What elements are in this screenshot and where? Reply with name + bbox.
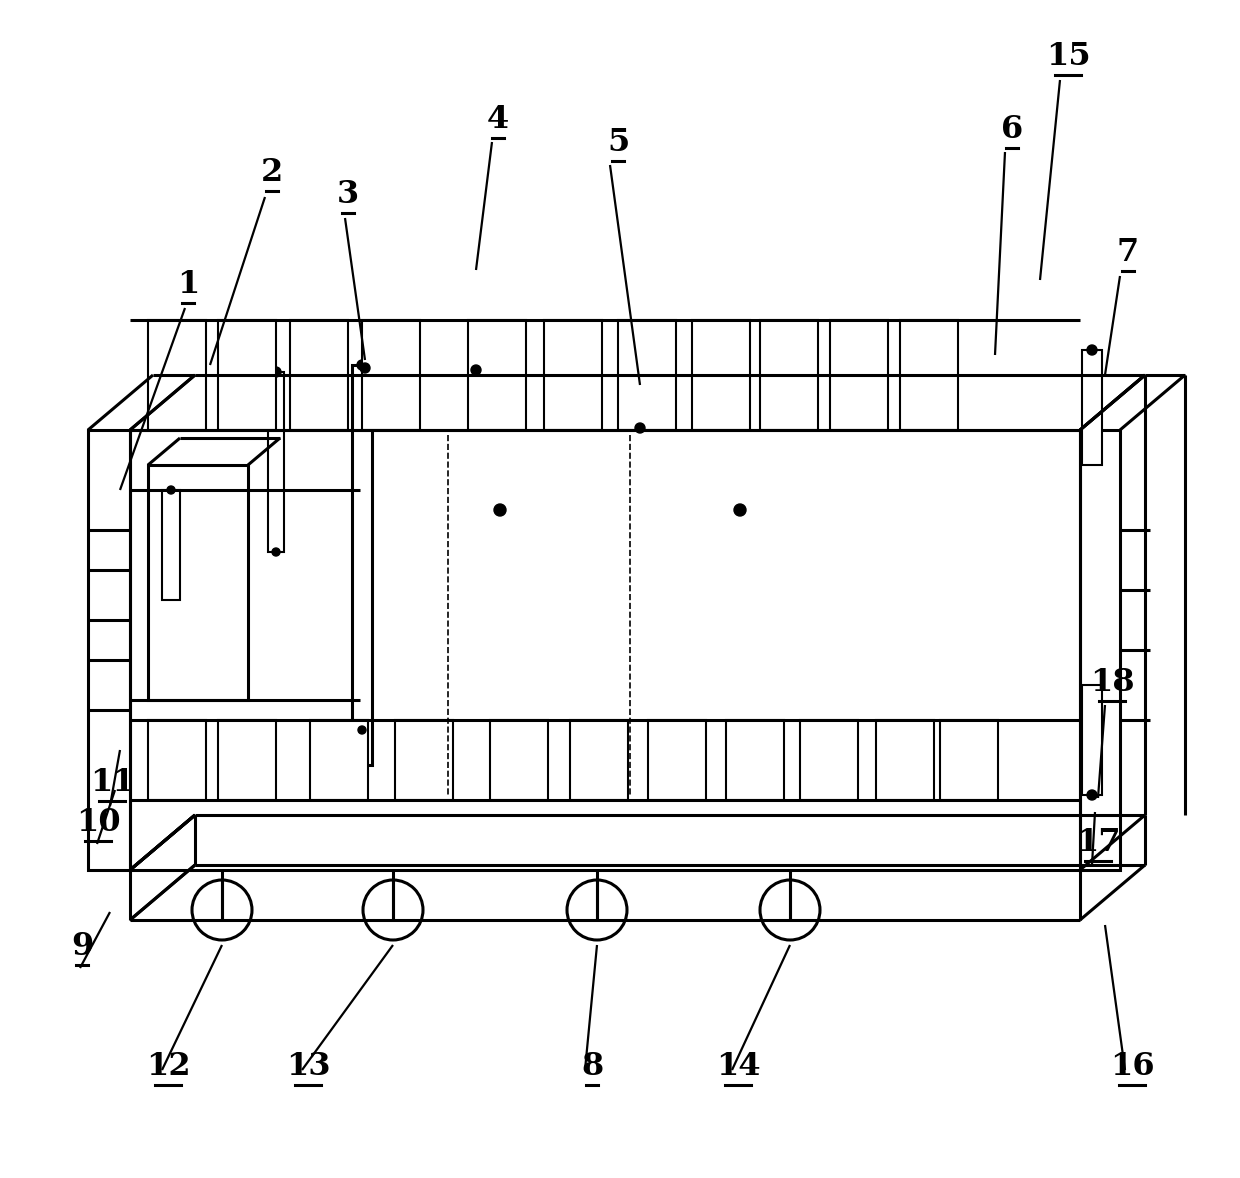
Circle shape xyxy=(471,365,481,375)
Text: 18: 18 xyxy=(1090,667,1135,699)
Text: 5: 5 xyxy=(606,127,629,158)
Bar xyxy=(800,720,858,800)
Circle shape xyxy=(360,363,370,373)
Bar xyxy=(467,320,526,430)
Bar xyxy=(544,320,601,430)
Circle shape xyxy=(1087,345,1097,355)
Bar xyxy=(490,720,548,800)
Circle shape xyxy=(357,760,367,770)
Text: 11: 11 xyxy=(89,767,134,798)
Circle shape xyxy=(494,504,506,516)
Bar xyxy=(760,320,818,430)
Bar xyxy=(218,320,277,430)
Bar xyxy=(88,430,130,871)
Bar xyxy=(290,320,348,430)
Text: 16: 16 xyxy=(1110,1051,1154,1083)
Bar xyxy=(725,720,784,800)
Text: 8: 8 xyxy=(580,1051,603,1083)
Bar xyxy=(692,320,750,430)
Bar xyxy=(1083,350,1102,465)
Circle shape xyxy=(635,423,645,434)
Bar xyxy=(148,320,206,430)
Circle shape xyxy=(272,368,281,377)
Bar xyxy=(268,372,284,552)
Circle shape xyxy=(734,504,746,516)
Bar xyxy=(218,720,277,800)
Text: 2: 2 xyxy=(260,157,283,188)
Circle shape xyxy=(272,548,280,556)
Text: 12: 12 xyxy=(145,1051,190,1083)
Bar xyxy=(1083,684,1102,795)
Text: 4: 4 xyxy=(487,104,510,135)
Circle shape xyxy=(1087,790,1097,800)
Bar xyxy=(362,320,420,430)
Circle shape xyxy=(167,487,175,494)
Circle shape xyxy=(357,360,367,370)
Text: 9: 9 xyxy=(71,931,93,962)
Bar xyxy=(1080,430,1120,871)
Text: 6: 6 xyxy=(1001,114,1023,145)
Bar xyxy=(148,720,206,800)
Bar xyxy=(900,320,959,430)
Text: 13: 13 xyxy=(285,1051,330,1083)
Text: 10: 10 xyxy=(76,807,120,838)
Text: 15: 15 xyxy=(1045,41,1090,72)
Bar xyxy=(352,365,372,765)
Text: 1: 1 xyxy=(177,269,200,300)
Bar xyxy=(396,720,453,800)
Bar xyxy=(940,720,998,800)
Bar xyxy=(618,320,676,430)
Circle shape xyxy=(358,726,366,734)
Bar xyxy=(830,320,888,430)
Text: 7: 7 xyxy=(1117,237,1140,269)
Text: 3: 3 xyxy=(337,179,360,210)
Bar xyxy=(875,720,934,800)
Bar xyxy=(649,720,706,800)
Bar xyxy=(162,490,180,600)
Bar xyxy=(310,720,368,800)
Bar xyxy=(570,720,627,800)
Text: 14: 14 xyxy=(715,1051,760,1083)
Text: 17: 17 xyxy=(1075,827,1120,858)
Bar xyxy=(148,465,248,700)
